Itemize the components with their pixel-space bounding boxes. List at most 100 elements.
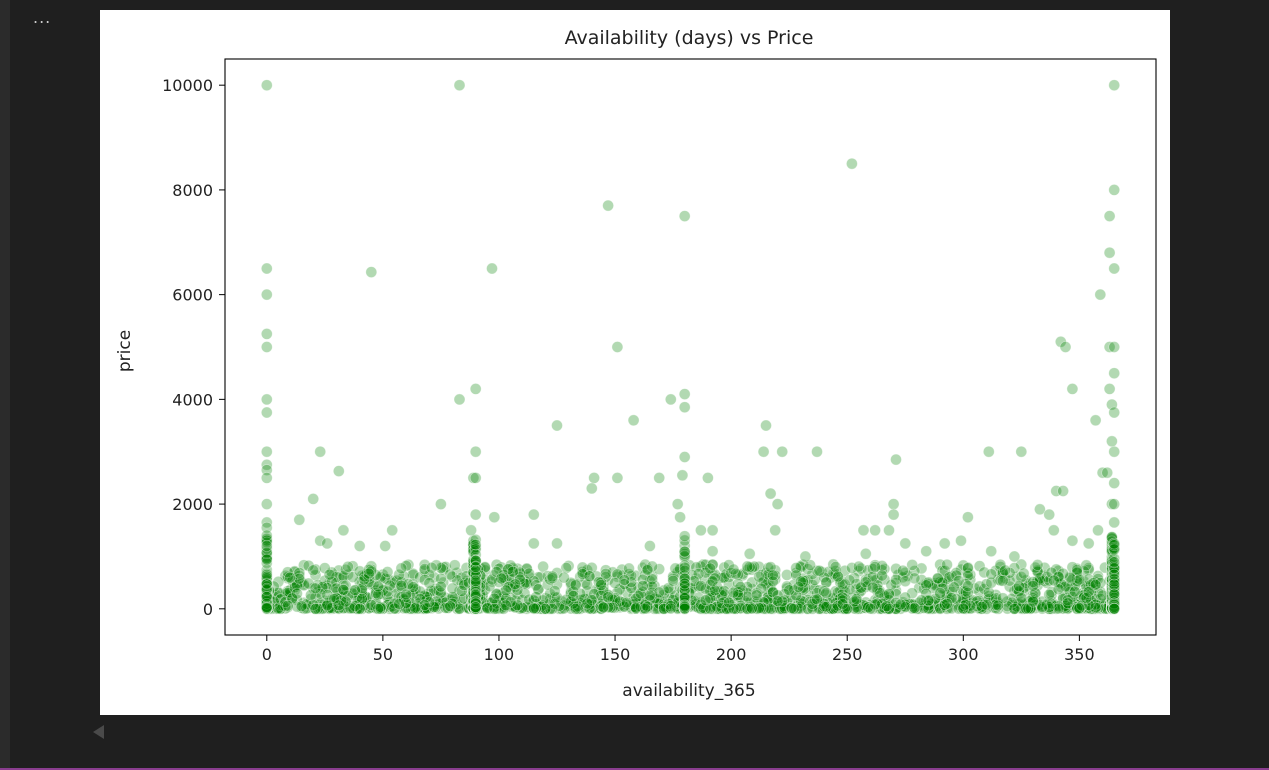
data-point [771,498,784,510]
data-point [1054,577,1067,589]
data-point [372,588,385,601]
data-point [261,577,273,590]
data-point [934,587,946,599]
data-point [832,570,844,583]
data-point [787,602,800,615]
data-point [1059,341,1072,353]
data-point [948,581,960,594]
data-point [869,598,881,611]
data-point [957,602,970,615]
data-point [418,558,431,571]
data-point [602,591,614,603]
data-point [920,545,933,558]
data-point [469,601,482,613]
data-point [393,568,405,581]
data-point [1071,572,1083,584]
data-point [915,562,928,575]
data-point [453,602,466,615]
data-point [653,472,666,484]
data-point [1108,537,1121,550]
data-point [678,530,691,543]
data-point [992,599,1004,612]
data-point [801,602,814,615]
data-point [569,579,582,592]
data-point [806,602,819,615]
data-point [374,571,387,583]
data-point [1071,564,1083,576]
data-point [741,560,754,573]
data-point [722,596,735,609]
data-point [678,577,691,590]
data-point [469,561,482,574]
data-point [704,585,717,597]
data-point [585,482,598,495]
data-point [676,469,689,482]
data-point [388,602,401,615]
data-point [781,580,793,593]
data-point [771,595,784,607]
data-point [1027,579,1039,592]
data-point [511,599,524,612]
data-point [985,568,998,581]
data-point [727,590,740,602]
data-point [760,419,772,432]
data-point [820,600,833,613]
data-point [418,599,431,611]
data-point [539,602,552,615]
data-point [664,600,677,612]
data-point [421,602,433,615]
data-point [1061,597,1074,610]
data-point [537,560,549,573]
data-point [469,554,482,567]
data-point [852,560,865,573]
data-point [996,574,1009,587]
data-point [985,545,998,558]
x-tick-label: 0 [262,645,272,664]
data-point [1089,414,1102,427]
data-point [706,575,719,587]
scroll-left-arrow-icon[interactable] [93,725,104,739]
data-point [358,573,371,586]
data-point [1073,573,1086,586]
data-point [887,508,900,521]
data-points [261,79,1121,615]
data-point [699,566,712,579]
data-point [1015,571,1028,583]
data-point [876,569,888,582]
data-point [565,595,577,608]
data-point [530,579,542,592]
data-point [767,575,779,588]
data-point [576,568,589,580]
data-point [567,585,580,598]
data-point [446,582,459,595]
x-tick-label: 150 [600,645,631,664]
data-point [922,594,935,607]
data-point [678,561,691,574]
data-point [841,602,854,615]
data-point [630,569,642,582]
data-point [859,547,872,560]
data-point [653,586,666,599]
data-point [748,560,761,573]
data-point [423,577,436,589]
data-point [1047,574,1060,587]
data-point [261,529,273,542]
data-point [1066,534,1079,547]
data-point [952,602,965,615]
data-point [1038,561,1051,574]
more-options-icon[interactable]: ... [33,8,52,27]
data-point [579,576,591,589]
data-point [843,574,856,587]
data-point [678,210,691,222]
data-point [602,199,614,212]
data-point [850,601,863,614]
data-point [897,564,909,577]
x-axis-label: availability_365 [622,681,755,701]
data-point [641,600,654,613]
data-point [611,472,624,484]
data-point [757,445,770,458]
data-point [365,266,378,278]
data-point [1027,595,1039,608]
data-point [279,596,292,608]
data-point [606,601,619,614]
